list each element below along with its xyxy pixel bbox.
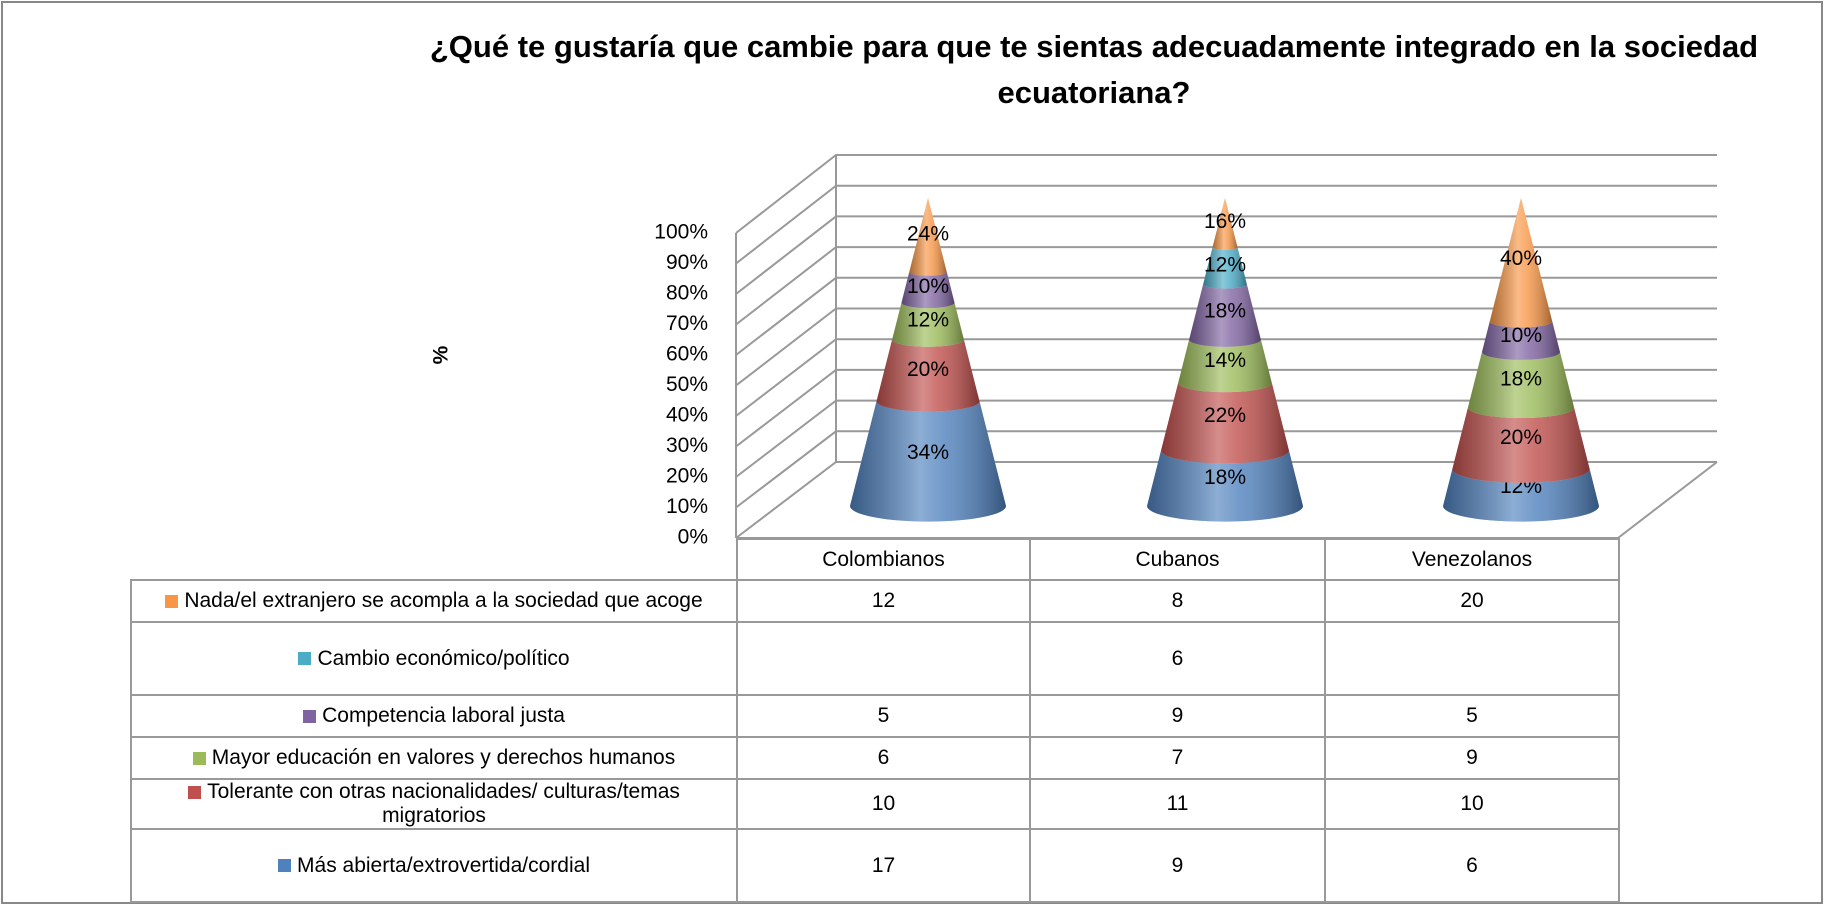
y-tick-label: 40% bbox=[666, 404, 708, 427]
cone-shading bbox=[901, 271, 955, 309]
data-label: 10% bbox=[1500, 324, 1542, 347]
x-tick-label: Venezolanos bbox=[1324, 538, 1620, 581]
floor-edge bbox=[1617, 461, 1718, 539]
data-label: 18% bbox=[1204, 300, 1246, 323]
y-tick-label: 100% bbox=[654, 221, 708, 244]
data-label: 20% bbox=[907, 358, 949, 381]
legend-swatch bbox=[303, 709, 317, 723]
table-row: Cambio económico/político 6 bbox=[130, 621, 1620, 696]
cone-shading bbox=[1443, 469, 1599, 522]
legend-label: Competencia laboral justa bbox=[322, 704, 565, 727]
table-cell: 11 bbox=[1029, 778, 1326, 830]
legend-swatch bbox=[278, 859, 292, 873]
legend-label: Cambio económico/político bbox=[317, 646, 570, 670]
legend-entry: Tolerante con otras nacionalidades/ cult… bbox=[130, 778, 738, 830]
data-label: 18% bbox=[1500, 367, 1542, 390]
cone-shading bbox=[1189, 284, 1261, 347]
data-label: 18% bbox=[1204, 466, 1246, 489]
table-row: Competencia laboral justa 5 9 5 bbox=[130, 694, 1620, 738]
cone-shading bbox=[1467, 352, 1575, 419]
legend-swatch bbox=[188, 785, 202, 799]
table-cell: 20 bbox=[1324, 579, 1620, 623]
table-cell: 9 bbox=[1029, 828, 1326, 903]
chart-title: ¿Qué te gustaría que cambie para que te … bbox=[430, 29, 1758, 110]
y-tick-label: 50% bbox=[666, 373, 708, 396]
cone-shading bbox=[876, 339, 980, 412]
cone-shading bbox=[909, 198, 947, 276]
y-tick-label: 30% bbox=[666, 434, 708, 457]
data-label: 12% bbox=[1204, 253, 1246, 276]
table-cell: 5 bbox=[736, 694, 1031, 738]
table-cell: 5 bbox=[1324, 694, 1620, 738]
data-label: 34% bbox=[907, 441, 949, 464]
legend-label: Tolerante con otras nacionalidades/ cult… bbox=[207, 780, 680, 827]
legend-entry: Cambio económico/político bbox=[130, 621, 738, 696]
data-label: 10% bbox=[907, 275, 949, 298]
legend-entry: Más abierta/extrovertida/cordial bbox=[130, 828, 738, 903]
table-cell bbox=[736, 621, 1031, 696]
cone-shading bbox=[1203, 247, 1247, 289]
legend-label: Nada/el extranjero se acompla a la socie… bbox=[184, 589, 703, 612]
data-label: 12% bbox=[907, 309, 949, 332]
cone-shading bbox=[1212, 198, 1238, 250]
table-cell: 10 bbox=[1324, 778, 1620, 830]
legend-swatch bbox=[192, 751, 206, 765]
cone-shading bbox=[1178, 339, 1272, 393]
legend-entry: Competencia laboral justa bbox=[130, 694, 738, 738]
table-corner bbox=[131, 539, 737, 580]
cone-shading bbox=[892, 302, 964, 347]
table-cell: 8 bbox=[1029, 579, 1326, 623]
data-label: 16% bbox=[1204, 210, 1246, 233]
table-row: Tolerante con otras nacionalidades/ cult… bbox=[130, 778, 1620, 830]
x-tick-label: Colombianos bbox=[736, 538, 1031, 581]
table-row: Nada/el extranjero se acompla a la socie… bbox=[130, 579, 1620, 623]
data-label: 20% bbox=[1500, 426, 1542, 449]
table-cell: 6 bbox=[736, 736, 1031, 780]
data-label: 24% bbox=[907, 223, 949, 246]
cone-shading bbox=[1161, 382, 1289, 464]
y-axis-label: % bbox=[430, 345, 453, 364]
data-label: 22% bbox=[1204, 404, 1246, 427]
legend-label: Mayor educación en valores y derechos hu… bbox=[211, 746, 676, 769]
table-cell: 12 bbox=[736, 579, 1031, 623]
y-tick-label: 20% bbox=[666, 465, 708, 488]
y-tick-label: 0% bbox=[678, 526, 708, 549]
data-table: Colombianos Cubanos Venezolanos Nada/el ext… bbox=[130, 538, 1620, 903]
data-label: 40% bbox=[1500, 247, 1542, 270]
legend-entry: Nada/el extranjero se acompla a la socie… bbox=[130, 579, 738, 623]
y-tick-label: 90% bbox=[666, 251, 708, 274]
data-label: 14% bbox=[1204, 349, 1246, 372]
cone-shading bbox=[1452, 407, 1590, 483]
table-cell: 6 bbox=[1324, 828, 1620, 903]
y-tick-label: 80% bbox=[666, 282, 708, 305]
table-cell: 9 bbox=[1029, 694, 1326, 738]
y-tick-label: 60% bbox=[666, 343, 708, 366]
table-cell: 17 bbox=[736, 828, 1031, 903]
y-tick-label: 10% bbox=[666, 495, 708, 518]
table-row: Más abierta/extrovertida/cordial 17 9 6 bbox=[130, 828, 1620, 903]
legend-swatch bbox=[298, 652, 312, 666]
x-tick-label: Cubanos bbox=[1029, 538, 1326, 581]
y-tick-label: 70% bbox=[666, 312, 708, 335]
cone-shading bbox=[1482, 321, 1560, 360]
table-header-row: Colombianos Cubanos Venezolanos bbox=[131, 538, 1620, 581]
table-cell: 7 bbox=[1029, 736, 1326, 780]
table-cell: 6 bbox=[1029, 621, 1326, 696]
table-row: Mayor educación en valores y derechos hu… bbox=[130, 736, 1620, 780]
legend-label: Más abierta/extrovertida/cordial bbox=[297, 853, 590, 877]
table-cell: 10 bbox=[736, 778, 1031, 830]
legend-swatch bbox=[165, 594, 179, 608]
table-cell bbox=[1324, 621, 1620, 696]
table-cell: 9 bbox=[1324, 736, 1620, 780]
cone-shading bbox=[1147, 450, 1303, 522]
cone-shading bbox=[850, 401, 1006, 522]
cone-shading bbox=[1489, 198, 1553, 328]
legend-entry: Mayor educación en valores y derechos hu… bbox=[130, 736, 738, 780]
